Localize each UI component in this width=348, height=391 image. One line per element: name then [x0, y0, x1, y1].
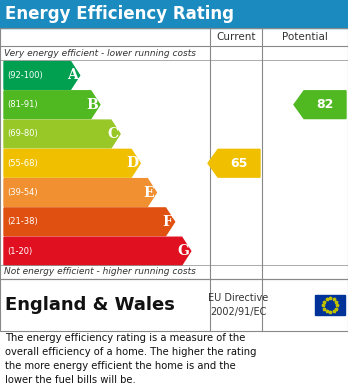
Text: 65: 65: [230, 157, 248, 170]
Polygon shape: [4, 179, 156, 206]
Polygon shape: [208, 149, 260, 177]
Text: Potential: Potential: [282, 32, 328, 42]
Polygon shape: [4, 149, 140, 177]
Polygon shape: [4, 237, 191, 265]
Bar: [0, 279, 348, 331]
Text: Very energy efficient - lower running costs: Very energy efficient - lower running co…: [4, 48, 196, 57]
Bar: [0, 28, 348, 279]
Text: (1-20): (1-20): [7, 247, 32, 256]
Text: A: A: [67, 68, 78, 83]
Text: England & Wales: England & Wales: [5, 296, 175, 314]
Text: D: D: [126, 156, 138, 170]
Text: (92-100): (92-100): [7, 71, 43, 80]
Text: EU Directive
2002/91/EC: EU Directive 2002/91/EC: [208, 293, 268, 317]
Bar: [0, 0, 348, 28]
Text: E: E: [144, 186, 155, 199]
Polygon shape: [4, 208, 175, 236]
Text: The energy efficiency rating is a measure of the
overall efficiency of a home. T: The energy efficiency rating is a measur…: [5, 333, 256, 385]
Text: 82: 82: [316, 98, 334, 111]
Text: (39-54): (39-54): [7, 188, 38, 197]
Text: G: G: [177, 244, 189, 258]
Text: B: B: [86, 98, 98, 112]
Text: Energy Efficiency Rating: Energy Efficiency Rating: [5, 5, 234, 23]
Polygon shape: [4, 91, 100, 118]
Polygon shape: [294, 91, 346, 118]
Text: Current: Current: [216, 32, 256, 42]
Text: (81-91): (81-91): [7, 100, 38, 109]
Text: (69-80): (69-80): [7, 129, 38, 138]
Text: (55-68): (55-68): [7, 159, 38, 168]
Polygon shape: [4, 120, 120, 148]
Bar: [315, 295, 345, 315]
Text: Not energy efficient - higher running costs: Not energy efficient - higher running co…: [4, 267, 196, 276]
Text: F: F: [163, 215, 173, 229]
Text: C: C: [107, 127, 118, 141]
Text: (21-38): (21-38): [7, 217, 38, 226]
Polygon shape: [4, 61, 80, 89]
